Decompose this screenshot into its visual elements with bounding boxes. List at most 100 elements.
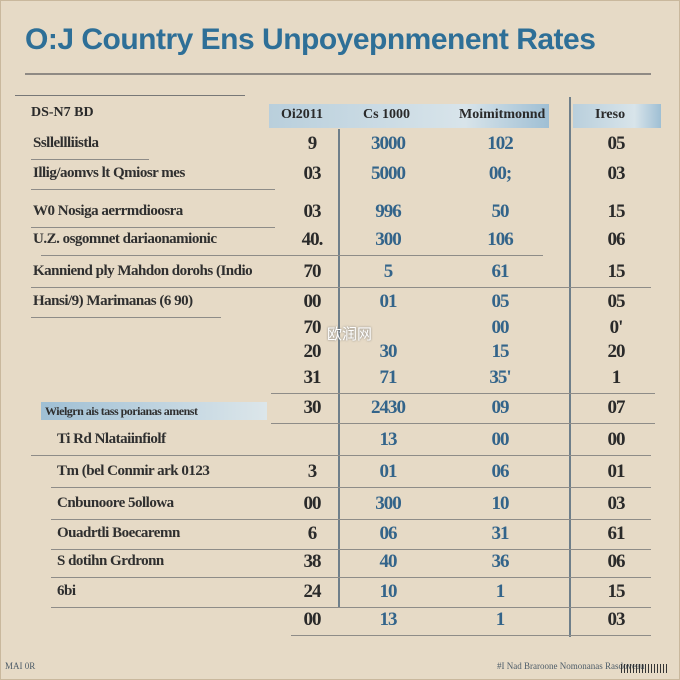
table-cell: 6 bbox=[307, 523, 318, 544]
footer-left: MAI 0R bbox=[5, 661, 36, 671]
table-cell: 1 bbox=[495, 609, 506, 630]
table-cell: 31 bbox=[491, 523, 510, 544]
row-label: Ssllellliistla bbox=[33, 135, 99, 151]
table-cell: 03 bbox=[607, 163, 626, 184]
table-cell: 09 bbox=[491, 397, 510, 418]
table-cell: 06 bbox=[379, 523, 398, 544]
row-divider bbox=[291, 635, 651, 636]
row-divider bbox=[51, 487, 651, 488]
table-cell: 15 bbox=[491, 341, 510, 362]
section-heading-band bbox=[41, 402, 267, 420]
table-cell: 9 bbox=[307, 133, 318, 154]
table-cell: 05 bbox=[607, 133, 626, 154]
table-cell: 31 bbox=[303, 367, 322, 388]
table-cell: 00 bbox=[491, 317, 510, 338]
table-cell: 05 bbox=[607, 291, 626, 312]
row-divider bbox=[31, 189, 275, 190]
column-rule bbox=[569, 97, 571, 637]
column-header-4: Ireso bbox=[595, 107, 626, 122]
table-cell: 00 bbox=[607, 429, 626, 450]
table-cell: 996 bbox=[375, 201, 402, 222]
table-cell: 38 bbox=[303, 551, 322, 572]
table-cell: 1 bbox=[495, 581, 506, 602]
table-cell: 03 bbox=[303, 163, 322, 184]
title-divider bbox=[25, 73, 651, 75]
table-cell: 00 bbox=[303, 609, 322, 630]
table-cell: 07 bbox=[607, 397, 626, 418]
row-label: W0 Nosiga aerrmdioosra bbox=[33, 203, 183, 219]
row-divider bbox=[51, 549, 651, 550]
table-cell: 50 bbox=[491, 201, 510, 222]
table-cell: 03 bbox=[303, 201, 322, 222]
row-divider bbox=[31, 227, 275, 228]
row-divider bbox=[51, 519, 651, 520]
table-cell: 102 bbox=[487, 133, 514, 154]
row-label: Kanniend ply Mahdon dorohs (Indio bbox=[33, 263, 253, 279]
row-divider bbox=[31, 317, 221, 318]
section-heading: Wielgrn ais tass porianas amenst bbox=[45, 404, 198, 418]
table-cell: 300 bbox=[375, 229, 402, 250]
table-cell: 03 bbox=[607, 493, 626, 514]
table-cell: 35' bbox=[489, 367, 511, 388]
table-cell: 00; bbox=[488, 163, 512, 184]
table-cell: 13 bbox=[379, 429, 398, 450]
table-cell: 300 bbox=[375, 493, 402, 514]
row-label: Illig/aomvs lt Qmiosr mes bbox=[33, 165, 185, 181]
table-cell: 00 bbox=[303, 291, 322, 312]
column-header-band bbox=[269, 104, 549, 128]
table-cell: 30 bbox=[303, 397, 322, 418]
barcode-icon bbox=[621, 664, 667, 673]
table-cell: 70 bbox=[303, 317, 322, 338]
row-divider bbox=[51, 607, 651, 608]
table-cell: 01 bbox=[379, 461, 398, 482]
table-cell: 01 bbox=[607, 461, 626, 482]
table-cell: 03 bbox=[607, 609, 626, 630]
row-divider bbox=[41, 255, 543, 256]
row-label: U.Z. osgomnet dariaonamionic bbox=[33, 231, 217, 247]
row-label: 6bi bbox=[57, 583, 76, 599]
table-cell: 06 bbox=[607, 229, 626, 250]
row-label: S dotihn Grdronn bbox=[57, 553, 164, 569]
table-cell: 15 bbox=[607, 581, 626, 602]
row-label: Tm (bel Conmir ark 0123 bbox=[57, 463, 210, 479]
table-cell: 05 bbox=[491, 291, 510, 312]
table-cell: 40 bbox=[379, 551, 398, 572]
page-title: O:J Country Ens Unpoyepnmenent Rates bbox=[25, 23, 596, 56]
table-cell: 36 bbox=[491, 551, 510, 572]
row-divider bbox=[271, 393, 655, 394]
table-cell: 5 bbox=[383, 261, 394, 282]
footer-right: #I Nad Braroone Nomonanas Rasdoveau bbox=[497, 661, 645, 671]
row-label: Hansi/9) Marimanas (6 90) bbox=[33, 293, 193, 309]
row-divider bbox=[31, 287, 651, 288]
table-cell: 15 bbox=[607, 261, 626, 282]
row-divider bbox=[51, 577, 651, 578]
table-cell: 5000 bbox=[371, 163, 406, 184]
table-cell: 106 bbox=[487, 229, 514, 250]
column-header-3: Moimitmonnd bbox=[459, 107, 546, 122]
table-cell: 30 bbox=[379, 341, 398, 362]
table-cell: 06 bbox=[491, 461, 510, 482]
row-divider bbox=[271, 423, 655, 424]
table-cell: 00 bbox=[491, 429, 510, 450]
table-cell: 00 bbox=[303, 493, 322, 514]
row-label: Cnbunoore 5ollowa bbox=[57, 495, 174, 511]
table-cell: 13 bbox=[379, 609, 398, 630]
watermark: 欧润网 bbox=[327, 325, 373, 343]
table-cell: 20 bbox=[607, 341, 626, 362]
table-cell: 0' bbox=[609, 317, 624, 338]
table-cell: 61 bbox=[607, 523, 626, 544]
table-cell: 01 bbox=[379, 291, 398, 312]
table-cell: 61 bbox=[491, 261, 510, 282]
table-cell: 2430 bbox=[371, 397, 406, 418]
table-cell: 20 bbox=[303, 341, 322, 362]
table-cell: 10 bbox=[491, 493, 510, 514]
row-label: Ti Rd Nlataiinfiolf bbox=[57, 431, 166, 447]
table-cell: 06 bbox=[607, 551, 626, 572]
table-cell: 40. bbox=[301, 229, 324, 250]
row-divider bbox=[31, 159, 149, 160]
header-divider bbox=[15, 95, 245, 96]
column-header-1: Oi2011 bbox=[281, 107, 324, 122]
table-cell: 10 bbox=[379, 581, 398, 602]
row-divider bbox=[31, 455, 651, 456]
row-header-label: DS-N7 BD bbox=[31, 105, 94, 120]
